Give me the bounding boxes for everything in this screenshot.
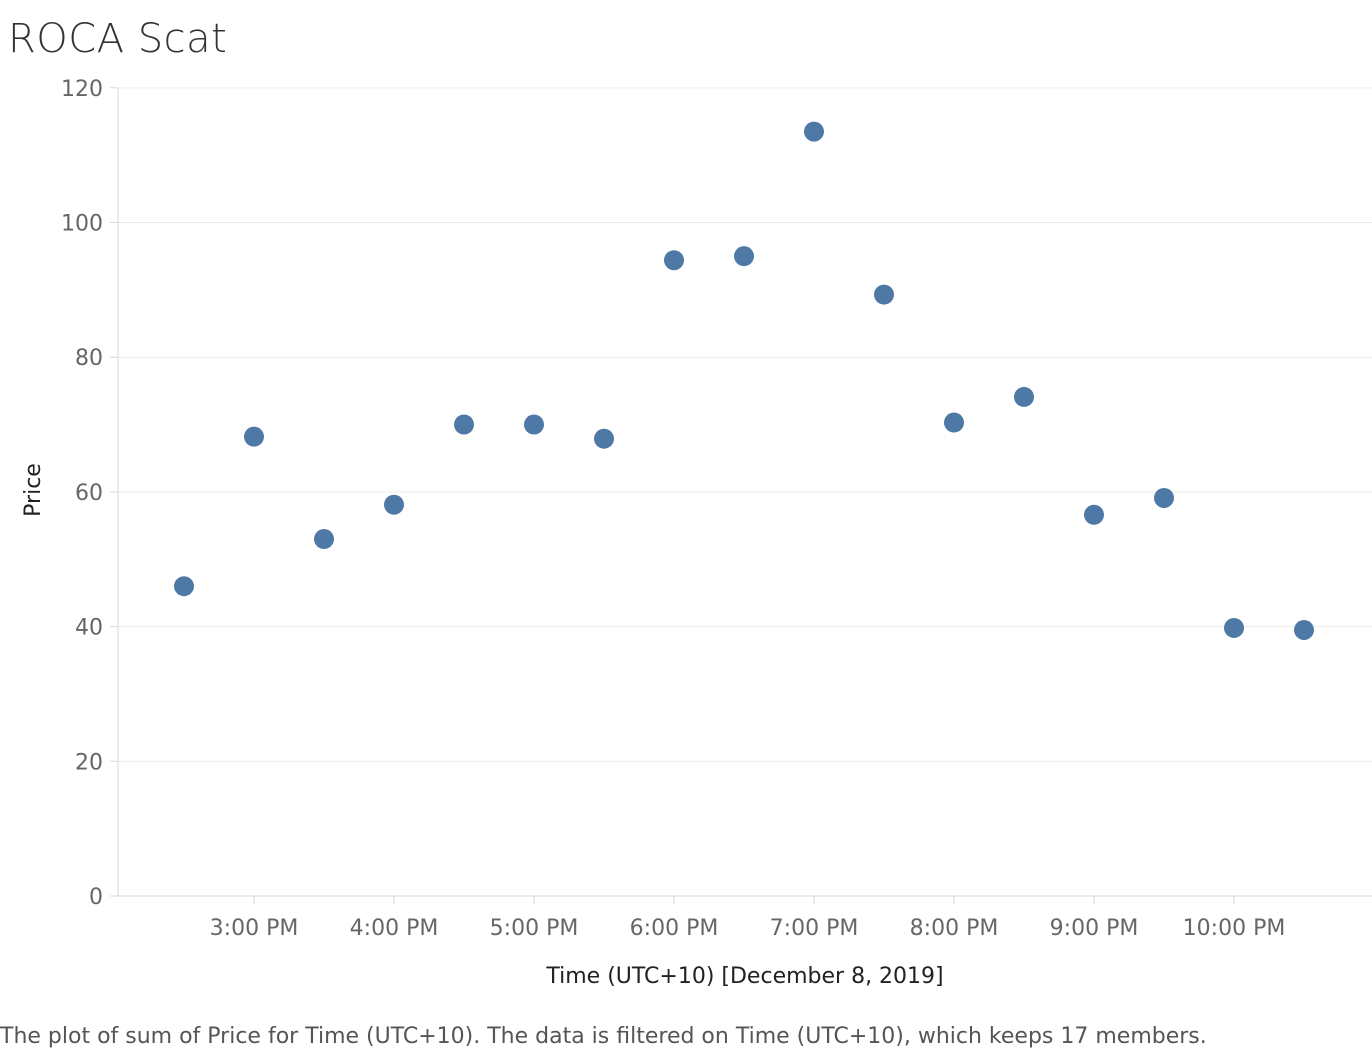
scatter-point[interactable] [524, 414, 544, 435]
data-points [174, 121, 1314, 640]
y-tick-label: 0 [89, 885, 103, 910]
scatter-point[interactable] [874, 284, 894, 305]
y-tick-label: 80 [75, 346, 103, 371]
scatter-point[interactable] [594, 428, 614, 449]
scatter-point[interactable] [804, 121, 824, 142]
scatter-point[interactable] [1154, 487, 1174, 508]
y-axis-title: Price [21, 463, 46, 517]
scatter-point[interactable] [1224, 617, 1244, 638]
x-tick-label: 7:00 PM [770, 916, 859, 941]
scatter-point[interactable] [1294, 619, 1314, 640]
x-tick-label: 6:00 PM [630, 916, 719, 941]
x-tick-label: 9:00 PM [1050, 916, 1139, 941]
x-axis-ticks: 3:00 PM 4:00 PM 5:00 PM 6:00 PM 7:00 PM 8:00 … [210, 916, 1286, 941]
scatter-point[interactable] [314, 529, 334, 550]
y-tick-label: 60 [75, 481, 103, 506]
y-tick-label: 100 [61, 212, 103, 237]
y-axis-ticks: 0 20 40 60 80 100 120 [61, 77, 103, 910]
x-tick-label: 4:00 PM [350, 916, 439, 941]
x-tick-label: 5:00 PM [490, 916, 579, 941]
axes [110, 87, 1372, 904]
gridlines [118, 87, 1372, 762]
scatter-point[interactable] [454, 414, 474, 435]
x-axis-title: Time (UTC+10) [December 8, 2019] [545, 964, 943, 989]
scatter-point[interactable] [664, 250, 684, 271]
scatter-point[interactable] [1084, 504, 1104, 525]
scatter-point[interactable] [384, 494, 404, 515]
x-tick-label: 3:00 PM [210, 916, 299, 941]
x-tick-label: 8:00 PM [910, 916, 999, 941]
y-tick-label: 40 [75, 616, 103, 641]
chart-title: ROCA Scat [8, 16, 228, 62]
scatter-plot: 0 20 40 60 80 100 120 3:00 PM 4:00 PM 5:00 PM 6:0… [21, 77, 1372, 989]
chart-caption: The plot of sum of Price for Time (UTC+1… [0, 1024, 1207, 1049]
x-tick-label: 10:00 PM [1183, 916, 1286, 941]
scatter-point[interactable] [944, 412, 964, 433]
scatter-point[interactable] [244, 426, 264, 447]
y-tick-label: 20 [75, 750, 103, 775]
scatter-point[interactable] [1014, 386, 1034, 407]
scatter-point[interactable] [734, 246, 754, 267]
y-tick-label: 120 [61, 77, 103, 102]
scatter-point[interactable] [174, 576, 194, 597]
